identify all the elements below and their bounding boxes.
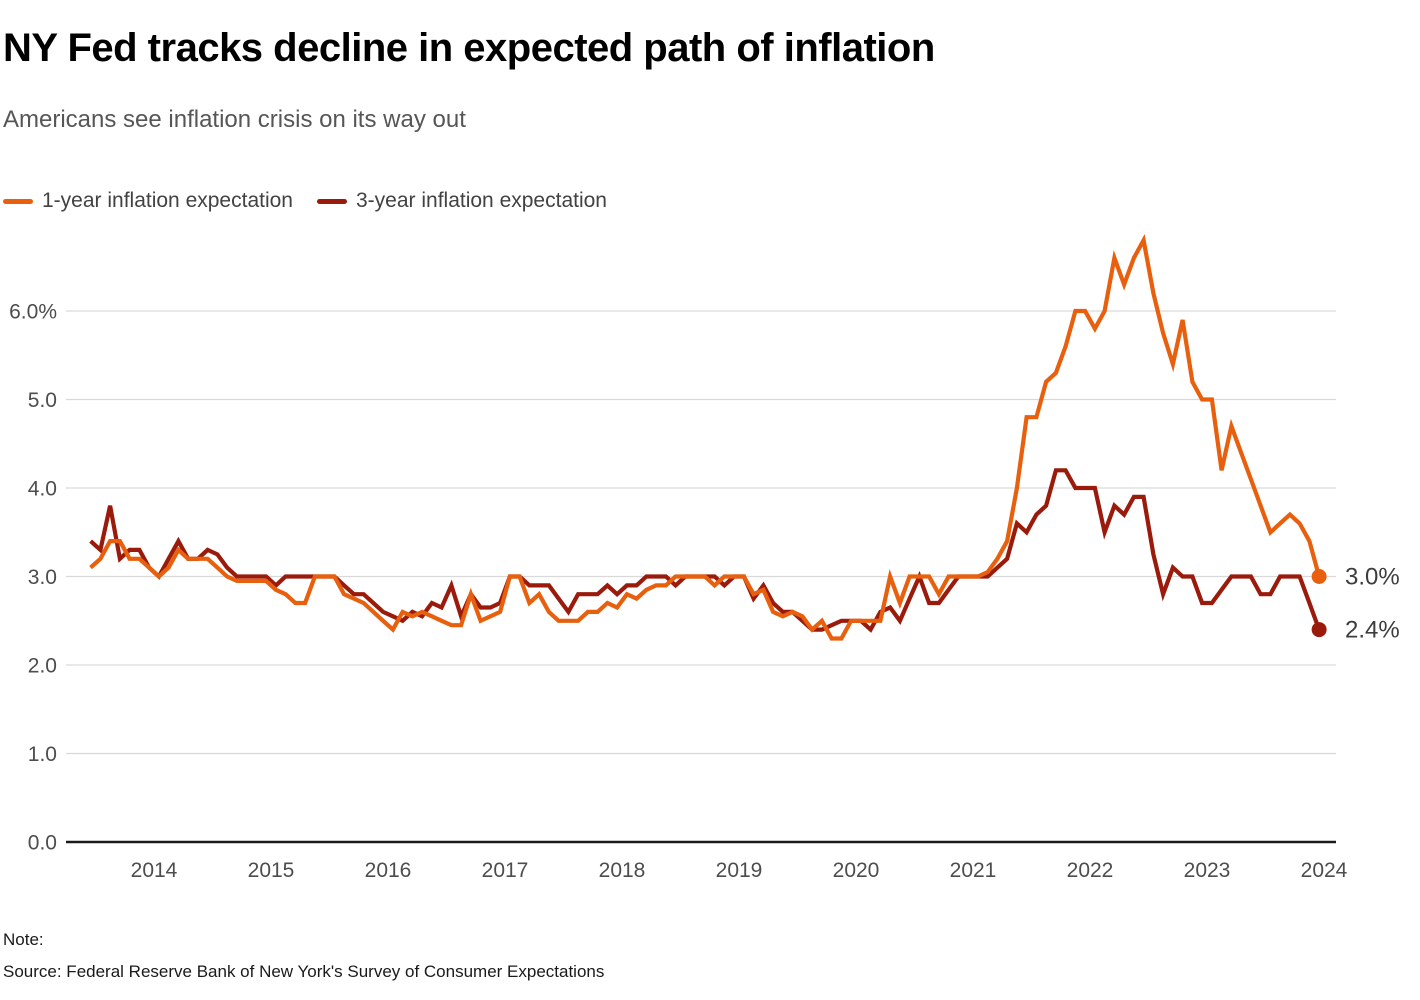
x-axis-label-2019: 2019 (716, 859, 763, 882)
x-axis-label-2024: 2024 (1301, 859, 1348, 882)
y-axis-label-3: 3.0 (28, 566, 57, 589)
page-subtitle: Americans see inflation crisis on its wa… (3, 106, 466, 133)
y-axis-label-4: 4.0 (28, 478, 57, 501)
x-axis-label-2018: 2018 (599, 859, 646, 882)
legend: 1-year inflation expectation 3-year infl… (3, 189, 607, 213)
x-axis-label-2023: 2023 (1184, 859, 1231, 882)
x-axis-label-2014: 2014 (131, 859, 178, 882)
end-dot-3-year-inflation-expectation (1311, 622, 1327, 638)
legend-label-3-year: 3-year inflation expectation (356, 189, 607, 212)
y-axis-label-2: 2.0 (28, 655, 57, 678)
x-axis-label-2020: 2020 (833, 859, 880, 882)
y-axis-label-0: 0.0 (28, 832, 57, 855)
end-dot-1-year-inflation-expectation (1311, 569, 1327, 584)
page-title: NY Fed tracks decline in expected path o… (3, 26, 935, 70)
source-text: Source: Federal Reserve Bank of New York… (3, 962, 605, 981)
series-line-3-year-inflation-expectation (89, 468, 1322, 633)
legend-label-1-year: 1-year inflation expectation (42, 189, 293, 212)
y-axis-label-6: 6.0% (9, 301, 57, 324)
y-axis-label-1: 1.0 (28, 743, 57, 766)
note-label: Note: (3, 930, 44, 949)
x-axis-label-2017: 2017 (482, 859, 529, 882)
y-axis-label-5: 5.0 (28, 389, 57, 412)
legend-item-1-year: 1-year inflation expectation (3, 189, 293, 213)
x-axis-label-2016: 2016 (365, 859, 412, 882)
end-value-label-1-year-inflation-expectation: 3.0% (1345, 564, 1400, 591)
x-axis-label-2015: 2015 (248, 859, 295, 882)
series-line-1-year-inflation-expectation (89, 234, 1322, 641)
x-axis-label-2021: 2021 (950, 859, 997, 882)
inflation-line-chart: 6.0% 5.0 4.0 3.0 2.0 1.0 0.0 2014 2015 2016 2017 20… (9, 234, 1400, 882)
legend-item-3-year: 3-year inflation expectation (317, 189, 607, 213)
legend-swatch-3-year-icon (317, 198, 347, 204)
end-value-label-3-year-inflation-expectation: 2.4% (1345, 617, 1400, 644)
x-axis-label-2022: 2022 (1067, 859, 1114, 882)
legend-swatch-1-year-icon (3, 198, 33, 204)
